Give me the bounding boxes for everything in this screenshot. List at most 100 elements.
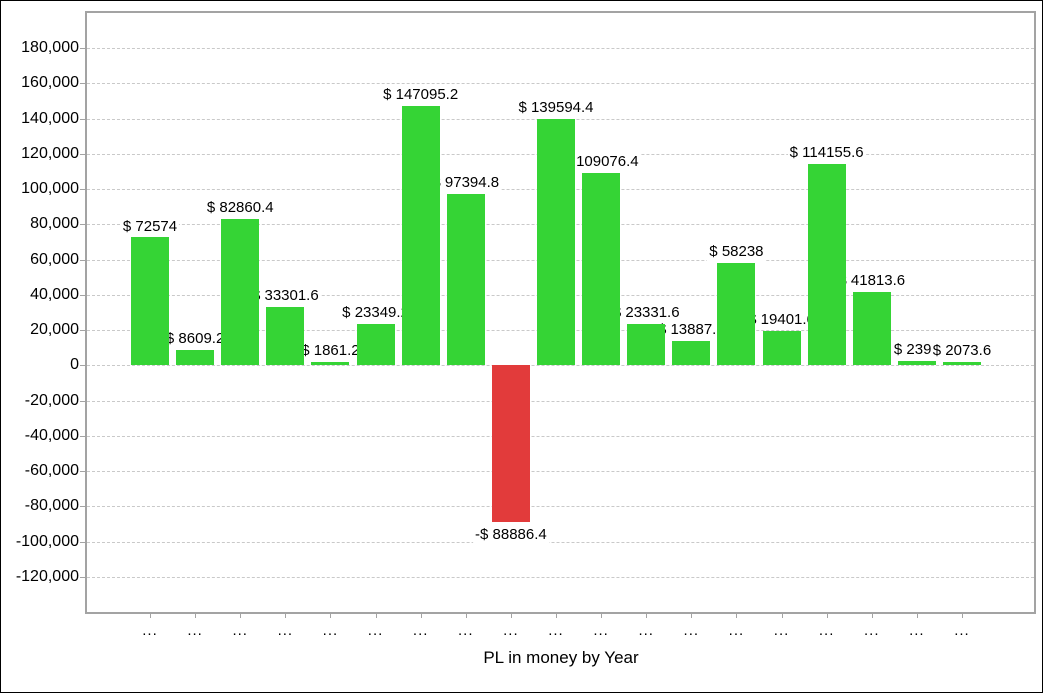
- bar-value-label: $ 114155.6: [787, 144, 866, 163]
- bar: [582, 173, 621, 366]
- x-axis-tick: [420, 614, 422, 618]
- y-axis-tick-label: 120,000: [21, 144, 79, 162]
- bar-value-label: $ 2073.6: [930, 341, 994, 360]
- bar-value-label: $ 139594.4: [516, 99, 596, 118]
- x-tick-label: ...: [954, 622, 970, 639]
- bar-value-label: $ 58238: [707, 242, 766, 261]
- x-axis-tick: [150, 614, 151, 618]
- y-axis-tick-label: 160,000: [21, 74, 79, 92]
- bar-value-label: $ 82860.4: [204, 199, 276, 218]
- bar: [131, 237, 169, 366]
- gridline: [87, 435, 1034, 437]
- y-axis-tick-label: -80,000: [24, 497, 79, 515]
- gridline: [87, 471, 1034, 473]
- y-axis-tick-label: -100,000: [15, 532, 79, 550]
- x-axis-tick: [961, 614, 963, 618]
- y-axis-tick-label: 0: [70, 356, 79, 374]
- x-axis-tick: [510, 614, 512, 618]
- y-axis-tick: [80, 541, 85, 543]
- bar: [221, 219, 260, 366]
- bar: [491, 365, 530, 522]
- y-axis-tick-label: -20,000: [24, 391, 79, 409]
- x-tick-label: ...: [638, 622, 654, 639]
- bar: [627, 324, 666, 366]
- x-tick-label: ...: [548, 622, 564, 639]
- bar: [176, 350, 215, 366]
- y-axis-tick: [80, 294, 85, 296]
- x-axis-tick: [601, 614, 603, 618]
- y-axis-tick: [80, 189, 85, 191]
- x-tick-label: ...: [773, 622, 790, 639]
- y-axis-tick: [80, 365, 85, 367]
- bar: [536, 119, 575, 366]
- y-axis-tick: [80, 506, 85, 508]
- x-axis-tick: [916, 614, 918, 618]
- bar: [672, 340, 711, 366]
- bar: [446, 193, 485, 366]
- x-axis-tick: [781, 614, 783, 618]
- bar-value-label: $ 147095.2: [381, 86, 461, 105]
- x-axis-tick: [375, 614, 377, 618]
- y-axis-tick: [80, 83, 85, 85]
- y-axis-tick-label: 140,000: [21, 109, 79, 127]
- x-tick-label: ...: [818, 622, 835, 639]
- x-axis-tick: [646, 614, 648, 618]
- x-tick-label: ...: [367, 622, 384, 639]
- x-tick-label: ...: [412, 622, 429, 639]
- y-axis-tick-label: 80,000: [30, 215, 79, 233]
- y-axis-tick-label: 180,000: [21, 39, 79, 57]
- y-axis-tick-label: -60,000: [24, 462, 79, 480]
- y-axis-tick: [80, 471, 85, 473]
- bar-value-label: $ 13887.2: [655, 320, 727, 339]
- bar-value-label: $ 23349.2: [340, 304, 411, 323]
- plot-area: 180,000 160,000 140,000 120,000 100,000 80,00…: [16, 11, 1036, 638]
- x-tick-label: ...: [683, 622, 700, 639]
- bar-value-label: $ 8609.2: [163, 330, 227, 349]
- bar-value-label: $ 1861.2: [299, 342, 362, 361]
- x-axis-tick: [691, 614, 693, 618]
- x-tick-label: ...: [277, 622, 294, 639]
- x-axis-tick: [826, 614, 828, 618]
- x-tick-label: ...: [593, 622, 609, 639]
- y-axis-tick: [80, 435, 85, 437]
- y-axis-tick: [80, 330, 85, 332]
- x-tick-label: ...: [728, 622, 745, 639]
- bar: [807, 164, 846, 366]
- bar-value-label: $ 23331.6: [610, 304, 682, 323]
- bar: [717, 262, 756, 366]
- bar: [356, 324, 395, 366]
- x-tick-label: ...: [909, 622, 925, 639]
- bar-value-label: $ 2392: [891, 341, 942, 360]
- bar: [266, 306, 305, 366]
- x-axis-tick: [465, 614, 467, 618]
- gridline: [87, 118, 1034, 120]
- y-axis-tick-label: -40,000: [24, 426, 79, 444]
- y-axis-tick: [80, 259, 85, 261]
- x-axis-tick: [195, 614, 197, 618]
- x-tick-label: ...: [187, 622, 203, 639]
- y-axis-tick-label: 20,000: [30, 321, 79, 339]
- x-axis-tick: [736, 614, 738, 618]
- gridline: [87, 365, 1034, 367]
- y-axis-tick: [80, 118, 85, 120]
- bar-value-label: -$ 88886.4: [473, 525, 549, 544]
- x-axis-tick: [555, 614, 557, 618]
- x-tick-label: ...: [142, 622, 158, 639]
- bar: [852, 291, 891, 366]
- bar: [942, 361, 981, 366]
- x-tick-label: ...: [458, 622, 474, 639]
- bar: [401, 106, 440, 366]
- x-axis-title: PL in money by Year: [483, 648, 639, 667]
- x-axis-tick: [240, 614, 242, 618]
- x-axis-tick: [330, 614, 332, 618]
- y-axis-tick: [80, 153, 85, 155]
- bar-value-label: $ 19401.6: [746, 311, 817, 330]
- y-axis-tick-label: -120,000: [15, 567, 79, 585]
- y-axis-tick-label: 40,000: [30, 285, 79, 303]
- gridline: [87, 400, 1034, 402]
- x-tick-label: ...: [863, 622, 880, 639]
- y-axis-tick: [80, 224, 85, 226]
- x-tick-label: ...: [232, 622, 248, 639]
- bar-value-label: $ 41813.6: [836, 271, 908, 290]
